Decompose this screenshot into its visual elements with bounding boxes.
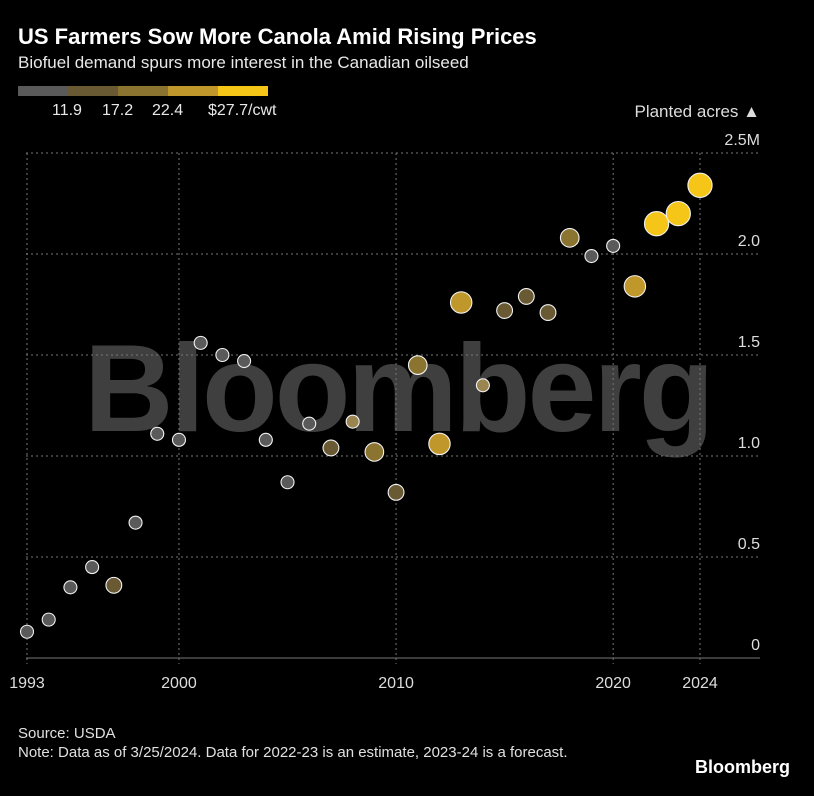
- data-point: [517, 287, 535, 305]
- color-scale-label: 17.2: [102, 102, 134, 119]
- data-point: [105, 576, 123, 594]
- data-point: [19, 624, 35, 639]
- color-scale-segment-2: [68, 86, 118, 96]
- color-scale-legend: [18, 86, 268, 96]
- color-scale-segment-5: [218, 86, 268, 96]
- note-text: Note: Data as of 3/25/2024. Data for 202…: [18, 744, 568, 761]
- data-point: [475, 378, 490, 393]
- y-tick-label: 0.5: [738, 536, 760, 553]
- color-scale-label: $27.7/cwt: [208, 102, 277, 119]
- data-point: [643, 211, 670, 237]
- chart-title: US Farmers Sow More Canola Amid Rising P…: [18, 24, 537, 49]
- data-point: [687, 172, 713, 198]
- data-point: [407, 355, 428, 375]
- data-point: [496, 302, 514, 320]
- data-point: [449, 291, 473, 314]
- up-triangle-icon: ▲: [743, 102, 760, 121]
- data-point: [539, 304, 557, 322]
- data-point: [345, 414, 360, 429]
- data-point: [665, 200, 691, 227]
- data-point: [258, 432, 273, 447]
- data-point: [215, 347, 230, 363]
- data-point: [85, 560, 100, 575]
- data-point: [280, 475, 295, 490]
- x-tick-label: 2020: [595, 675, 631, 692]
- data-point: [364, 442, 385, 462]
- x-tick-label: 1993: [9, 675, 45, 692]
- color-scale-segment-4: [168, 86, 218, 96]
- data-point: [623, 275, 647, 298]
- chart-subtitle: Biofuel demand spurs more interest in th…: [18, 53, 469, 72]
- data-point: [150, 426, 165, 441]
- bloomberg-logo: Bloomberg: [694, 757, 790, 777]
- data-point: [193, 335, 208, 350]
- data-point: [237, 354, 252, 369]
- data-point: [171, 432, 187, 447]
- y-axis-title: Planted acres ▲: [634, 102, 760, 122]
- footer: Source: USDA Note: Data as of 3/25/2024.…: [18, 724, 638, 762]
- y-axis-ticks: 0 0.5 1.0 1.5 2.0 2.5M: [724, 132, 760, 654]
- data-point: [606, 238, 621, 253]
- color-scale-segment-3: [118, 86, 168, 96]
- data-point: [428, 432, 451, 456]
- y-tick-label: 2.5M: [724, 132, 760, 149]
- data-points: [19, 172, 713, 639]
- y-axis-title-text: Planted acres: [634, 102, 739, 121]
- x-tick-label: 2010: [378, 675, 414, 692]
- gridlines: [26, 152, 760, 664]
- color-scale-label: 22.4: [152, 102, 184, 119]
- data-point: [387, 483, 405, 501]
- y-tick-label: 2.0: [738, 233, 760, 250]
- x-tick-label: 2024: [682, 675, 718, 692]
- data-point: [559, 227, 580, 248]
- bloomberg-watermark: Bloomberg: [84, 320, 714, 458]
- color-scale-segment-1: [18, 86, 68, 96]
- source-text: Source: USDA: [18, 725, 116, 742]
- x-axis-ticks: 1993 2000 2010 2020 2024: [9, 675, 718, 692]
- data-point: [128, 515, 143, 530]
- data-point: [584, 248, 599, 264]
- y-tick-label: 0: [751, 637, 760, 654]
- data-point: [41, 612, 56, 627]
- data-point: [302, 416, 317, 431]
- data-point: [63, 580, 78, 595]
- color-scale-label: 11.9: [52, 102, 82, 119]
- data-point: [322, 439, 340, 457]
- x-tick-label: 2000: [161, 675, 197, 692]
- y-tick-label: 1.0: [738, 435, 760, 452]
- y-tick-label: 1.5: [738, 334, 760, 351]
